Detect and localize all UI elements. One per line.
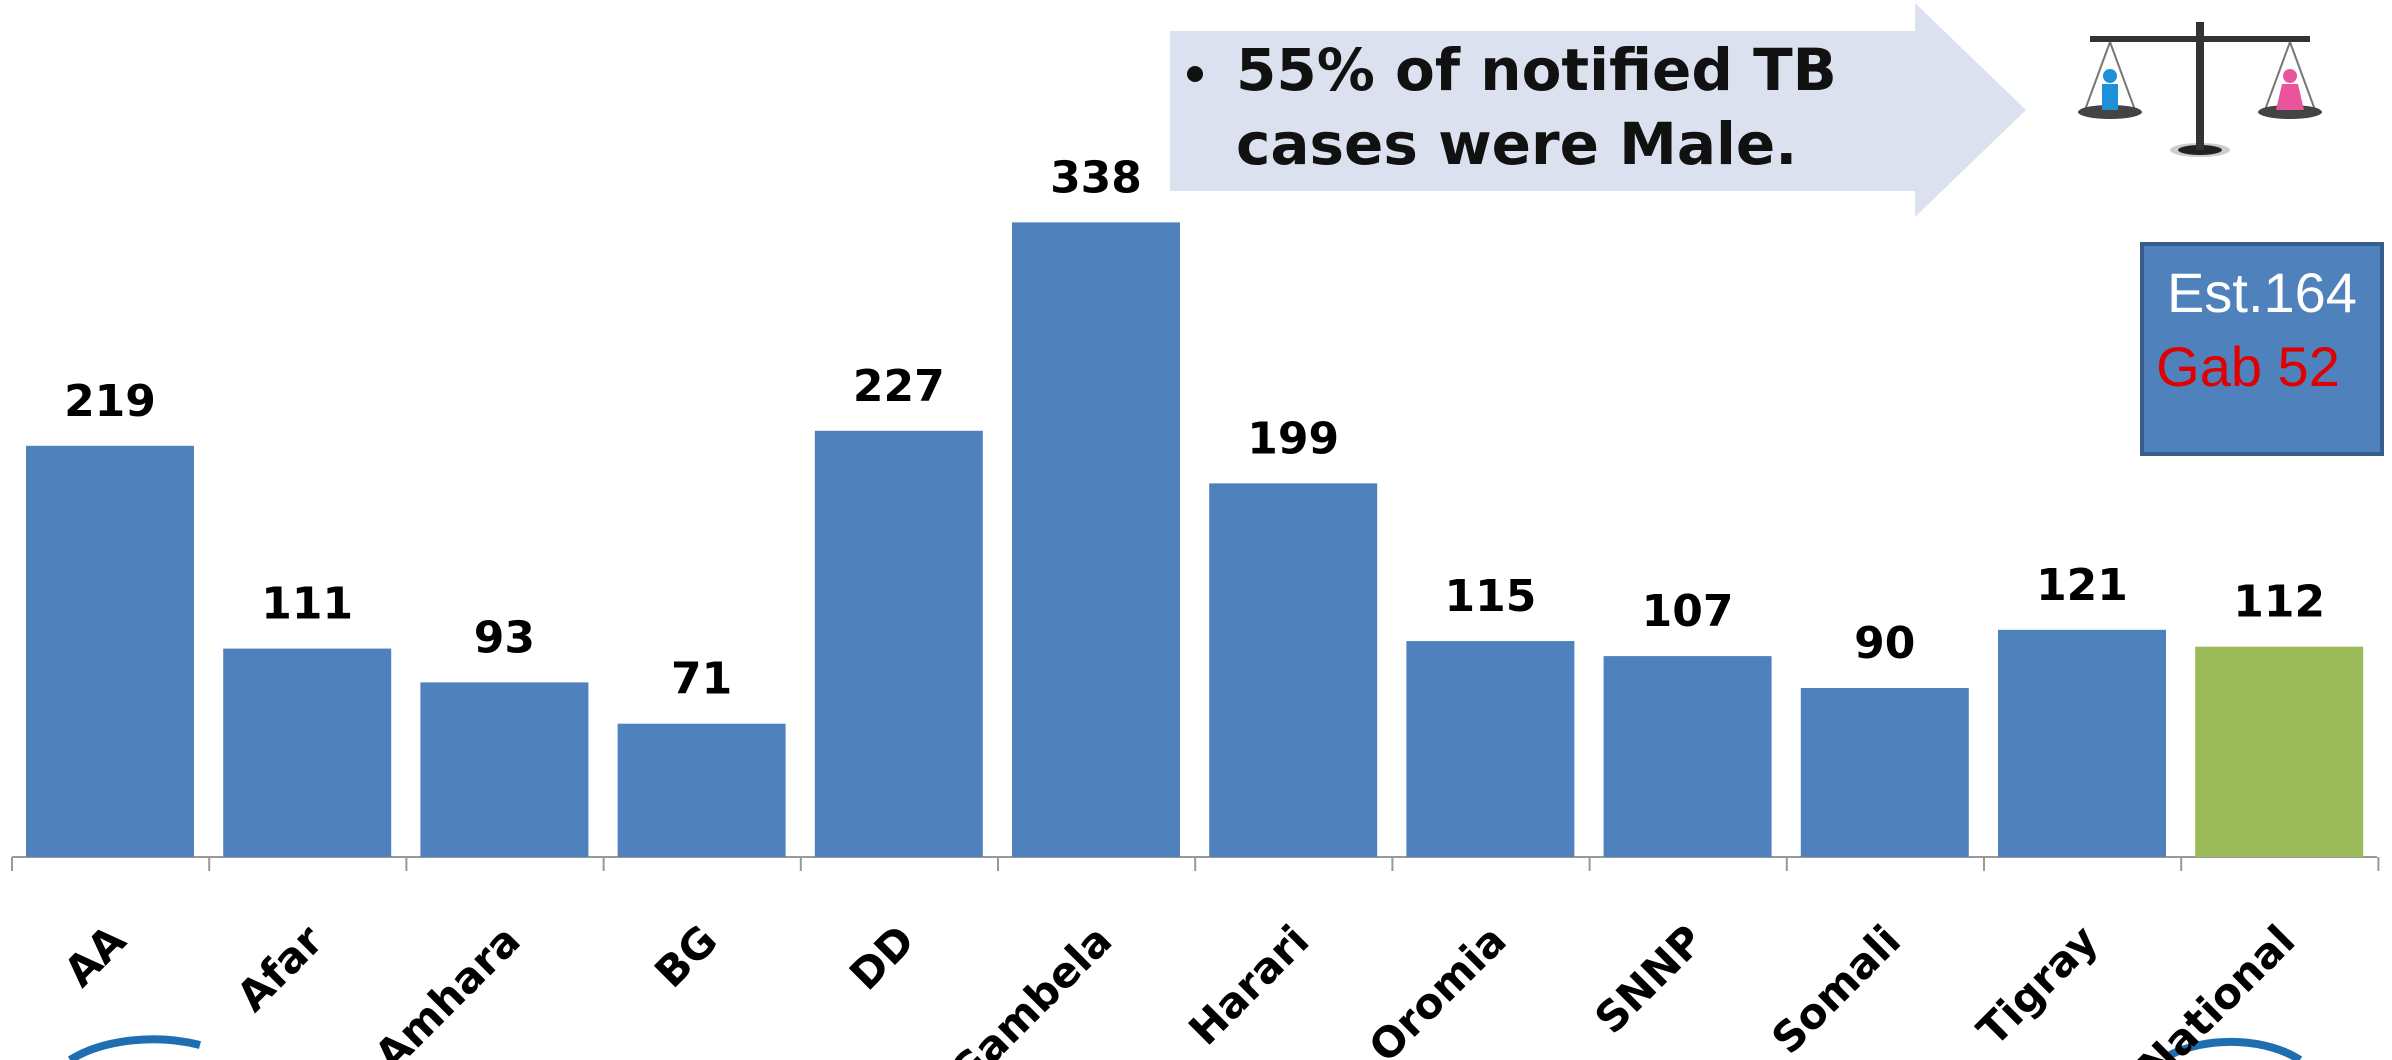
bar (1012, 222, 1180, 857)
bullet (1187, 66, 1203, 82)
bar (223, 648, 392, 857)
gap-text: Gab 52 (2156, 335, 2340, 398)
x-tick-label: DD (840, 916, 924, 1000)
value-label: 112 (2233, 577, 2325, 628)
x-tick-label: SNNP (1585, 916, 1713, 1044)
callout-arrow (1170, 3, 2026, 217)
bar (1800, 688, 1969, 857)
bar (420, 682, 589, 857)
value-label: 93 (474, 612, 535, 663)
bar (1406, 641, 1575, 857)
x-tick-label: Harari (1179, 916, 1318, 1055)
bar (1209, 483, 1378, 857)
estimate-box (2140, 242, 2384, 456)
value-label: 115 (1444, 571, 1536, 622)
x-tick-label: Somali (1762, 916, 1910, 1060)
bar (617, 723, 786, 857)
bar (1603, 656, 1772, 857)
bar (1998, 629, 2166, 857)
value-label: 111 (261, 579, 353, 630)
x-tick-label: Amhara (365, 916, 529, 1060)
bar (26, 445, 194, 857)
value-label: 90 (1854, 618, 1915, 669)
value-label: 227 (853, 361, 945, 412)
logo-right (2168, 1037, 2303, 1060)
x-tick-label: Tigray (1968, 916, 2107, 1055)
callout-line: cases were Male. (1236, 110, 1797, 178)
x-tick-label: Oromia (1359, 916, 1515, 1060)
value-label: 199 (1247, 413, 1339, 464)
x-tick-label: National (2129, 916, 2305, 1060)
estimate-text: Est.164 (2167, 261, 2357, 324)
x-tick-label: Afar (227, 915, 332, 1020)
bar (2195, 646, 2364, 857)
x-tick-label: Gambela (940, 916, 1122, 1060)
value-label: 107 (1642, 586, 1734, 637)
scale-icon (2078, 22, 2322, 157)
value-label: 219 (64, 376, 156, 427)
callout-line: 55% of notified TB (1236, 36, 1837, 104)
value-label: 71 (671, 654, 732, 705)
value-label: 338 (1050, 152, 1142, 203)
logo-left (67, 1035, 201, 1060)
x-tick-label: AA (55, 915, 136, 996)
bar (814, 430, 983, 857)
value-label: 121 (2036, 560, 2128, 611)
x-tick-label: BG (645, 916, 727, 998)
